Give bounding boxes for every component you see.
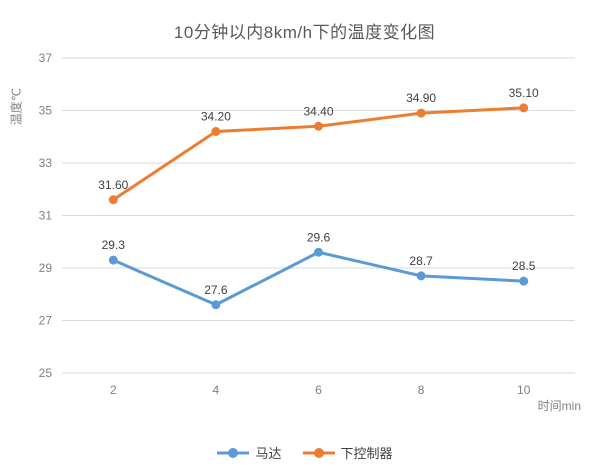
- data-point: [108, 255, 118, 265]
- x-tick-label: 8: [418, 383, 425, 397]
- x-tick-label: 10: [517, 383, 531, 397]
- data-point: [519, 103, 529, 113]
- data-label: 31.60: [98, 178, 128, 192]
- data-label: 34.90: [406, 91, 436, 105]
- data-label: 28.5: [512, 259, 536, 273]
- x-axis-title: 时间min: [537, 399, 581, 413]
- chart-legend: 马达 下控制器: [0, 443, 609, 462]
- y-tick-label: 33: [39, 156, 53, 170]
- data-point: [416, 108, 426, 118]
- data-label: 29.3: [102, 238, 126, 252]
- data-point: [416, 271, 426, 281]
- legend-line-dot-icon: [302, 447, 336, 459]
- legend-item-lower-controller: 下控制器: [302, 443, 393, 462]
- series-line: [111, 250, 526, 307]
- y-tick-label: 27: [39, 314, 53, 328]
- y-tick-label: 29: [39, 261, 53, 275]
- y-tick-label: 31: [39, 209, 53, 223]
- data-label: 35.10: [509, 86, 539, 100]
- legend-line-dot-icon: [216, 447, 250, 459]
- series-line: [111, 106, 526, 202]
- data-label: 34.20: [201, 110, 231, 124]
- data-point: [314, 121, 323, 131]
- y-tick-label: 37: [39, 51, 53, 65]
- data-label: 27.6: [204, 283, 228, 297]
- data-point: [108, 195, 118, 205]
- data-label: 34.40: [303, 104, 333, 118]
- legend-item-motor: 马达: [216, 443, 282, 462]
- x-tick-label: 2: [110, 383, 117, 397]
- data-point: [211, 300, 221, 310]
- y-tick-label: 35: [39, 104, 53, 118]
- data-point: [211, 127, 221, 136]
- chart-title: 10分钟以内8km/h下的温度变化图: [173, 23, 436, 42]
- data-point: [314, 247, 323, 257]
- legend-label: 马达: [255, 446, 282, 461]
- x-tick-label: 4: [213, 383, 220, 397]
- x-tick-label: 6: [315, 383, 322, 397]
- data-label: 29.6: [307, 230, 331, 244]
- y-tick-label: 25: [39, 366, 53, 380]
- data-point: [519, 276, 529, 286]
- legend-label: 下控制器: [340, 446, 393, 461]
- data-label: 28.7: [409, 254, 433, 268]
